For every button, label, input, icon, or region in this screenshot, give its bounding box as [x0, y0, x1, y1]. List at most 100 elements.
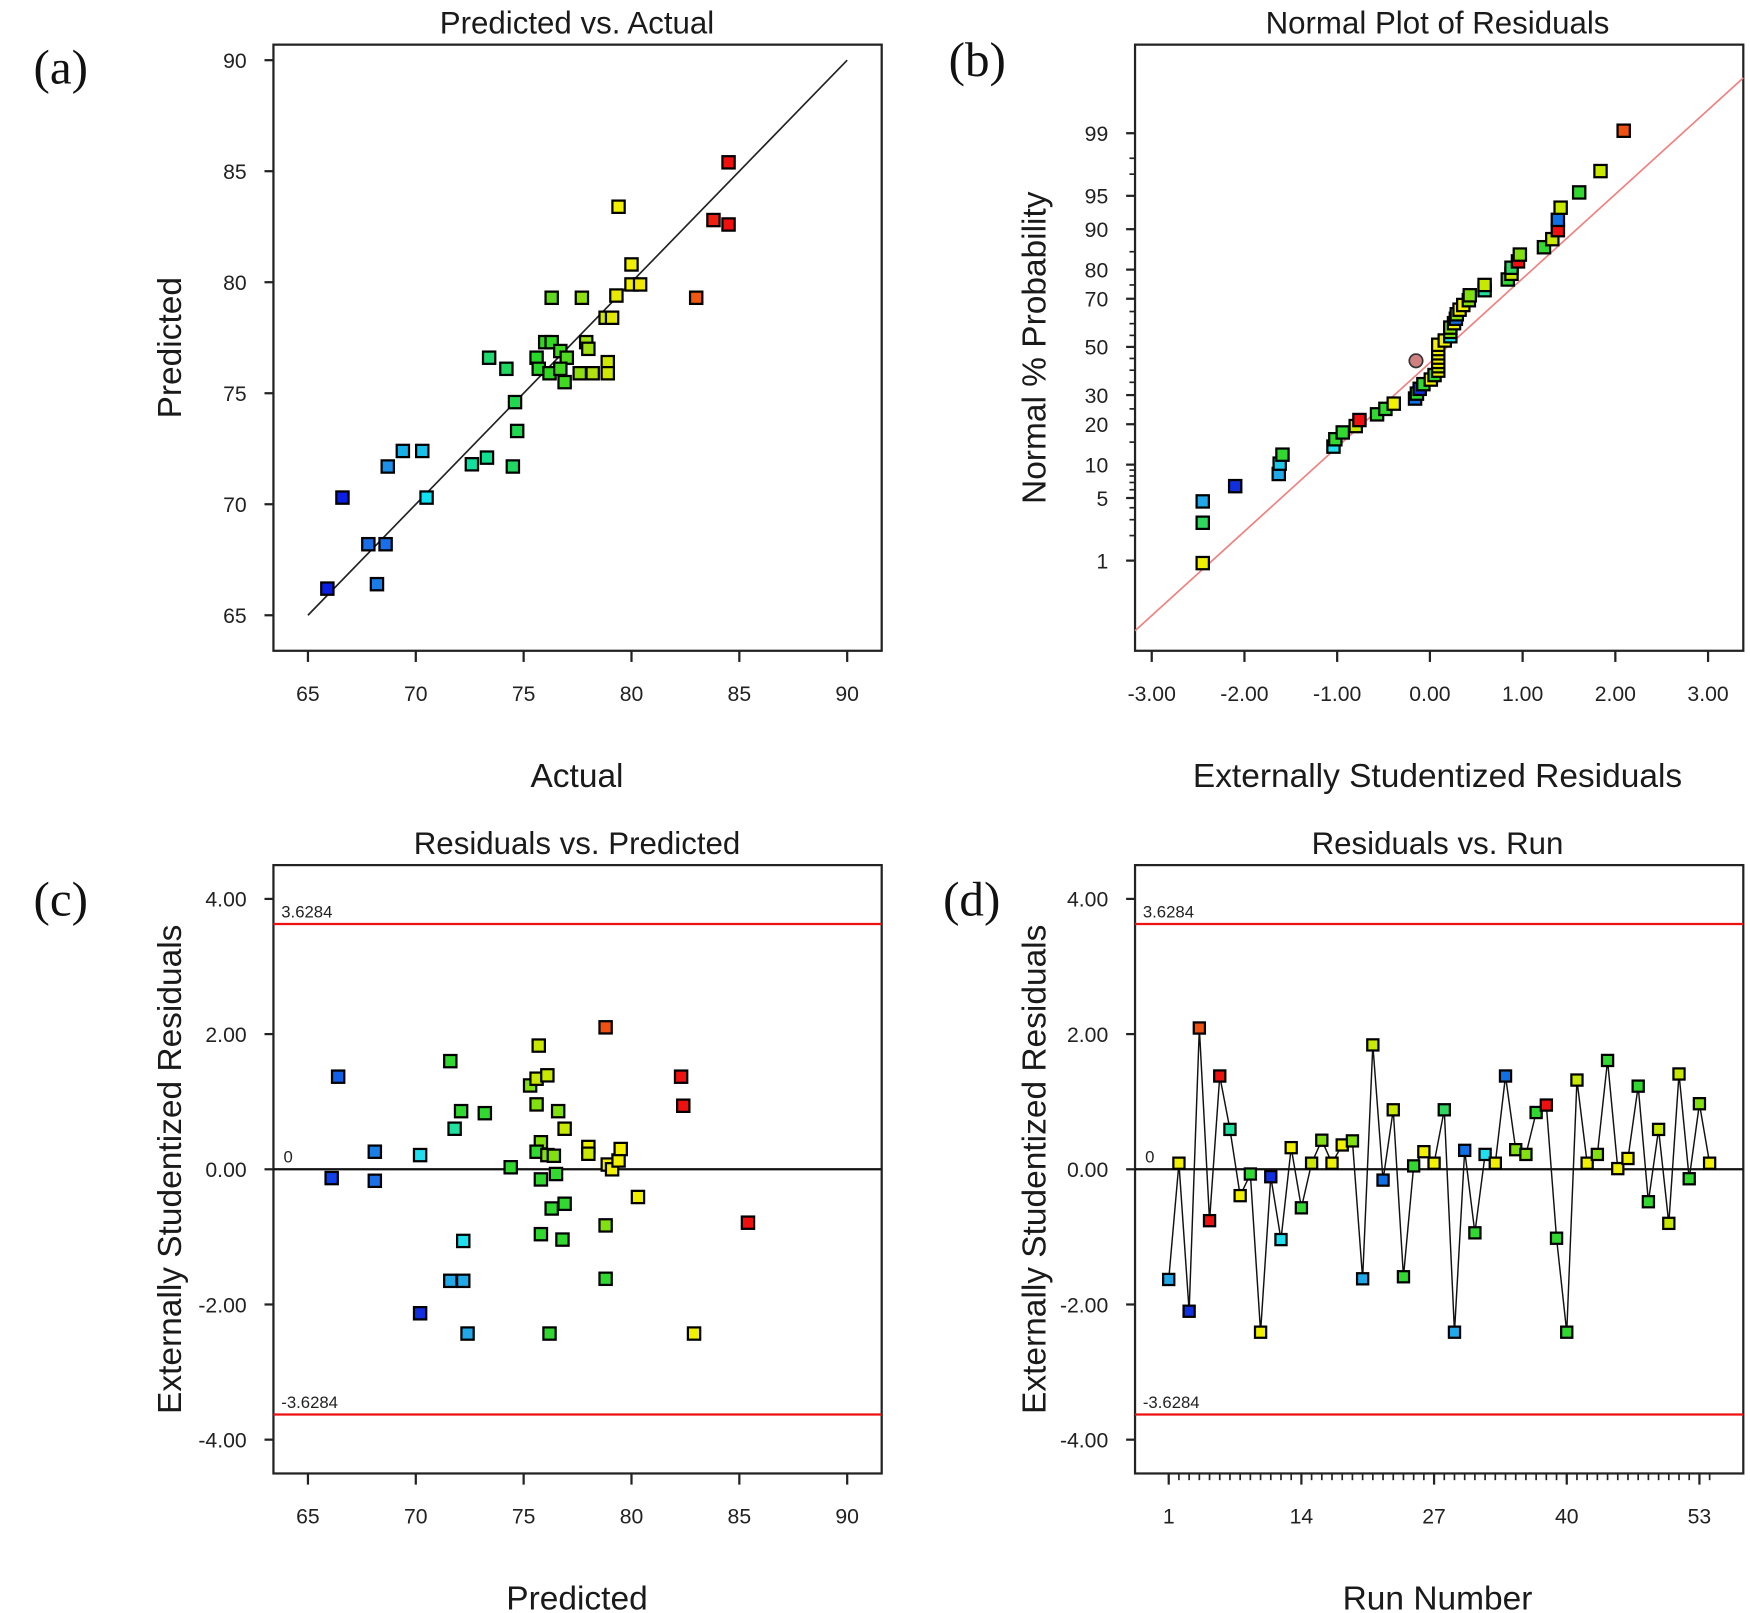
data-point: [1202, 1213, 1217, 1228]
data-point: [1580, 1156, 1594, 1170]
data-point: [1512, 247, 1528, 262]
x-tick-label: 53: [1688, 1506, 1712, 1529]
data-point: [706, 212, 721, 228]
data-point: [1417, 1145, 1431, 1159]
highlighted-point: [1408, 353, 1424, 369]
x-tick-label: 75: [512, 1506, 536, 1529]
chart-title: Residuals vs. Predicted: [414, 826, 741, 861]
data-point: [503, 1160, 518, 1175]
lower-limit-label: -3.6284: [1143, 1393, 1200, 1412]
data-point: [548, 1166, 564, 1182]
y-tick-label: -2.00: [198, 1294, 246, 1317]
y-tick-label: 85: [223, 161, 247, 184]
data-point: [1427, 1156, 1441, 1170]
y-tick-label: 1: [1096, 550, 1108, 573]
x-tick-label: 90: [835, 683, 859, 706]
data-point: [1570, 1073, 1584, 1087]
data-point: [550, 1103, 566, 1119]
y-tick-label: 95: [1085, 186, 1109, 209]
data-point: [604, 310, 620, 325]
data-point: [1641, 1195, 1656, 1209]
data-point: [1182, 1304, 1196, 1318]
panel-label: (d): [943, 871, 1000, 926]
data-point: [367, 1173, 383, 1189]
data-point: [1468, 1226, 1482, 1240]
y-tick-label: 80: [223, 272, 247, 295]
data-point: [585, 365, 600, 381]
data-point: [1253, 1325, 1268, 1339]
data-point: [1437, 1103, 1451, 1117]
y-tick-label: -4.00: [198, 1429, 246, 1452]
data-point: [320, 581, 335, 596]
data-point: [686, 1326, 702, 1341]
panel-a: (a) Predicted vs. Actual Actual Predicted 65…: [33, 5, 883, 795]
data-point: [553, 361, 568, 377]
data-point: [395, 443, 411, 459]
y-axis-label: Normal % Probability: [1017, 191, 1054, 504]
x-tick-label: 70: [404, 683, 428, 706]
data-point: [369, 576, 385, 592]
x-tick-label: 1.00: [1502, 683, 1543, 706]
zero-label: 0: [1145, 1148, 1154, 1167]
data-point: [609, 288, 624, 303]
data-point: [1264, 1170, 1278, 1184]
data-point: [361, 536, 376, 552]
data-point: [412, 1147, 428, 1163]
data-point: [1325, 1156, 1339, 1170]
data-point: [447, 1121, 462, 1136]
data-point: [557, 1121, 572, 1136]
data-point: [505, 459, 521, 474]
upper-limit-label: 3.6284: [1143, 902, 1194, 921]
data-point: [544, 290, 559, 306]
y-tick-label: 30: [1085, 385, 1109, 408]
data-point: [1294, 1201, 1309, 1215]
data-point: [546, 1148, 562, 1164]
data-point: [324, 1170, 339, 1186]
data-point: [613, 1141, 628, 1157]
data-point: [1621, 1151, 1635, 1166]
y-tick-label: 2.00: [1067, 1024, 1108, 1047]
data-point: [499, 361, 514, 377]
plot-area: [272, 43, 883, 652]
data-point: [1651, 1122, 1666, 1137]
data-point: [1571, 185, 1587, 200]
panel-d: (d) Residuals vs. Run Run Number Externally…: [943, 826, 1745, 1613]
data-point: [335, 490, 350, 505]
data-point: [673, 1069, 689, 1084]
data-point: [1213, 1069, 1227, 1083]
data-point: [1593, 163, 1608, 179]
y-tick-label: 99: [1085, 123, 1109, 146]
data-point: [1457, 1143, 1472, 1158]
y-tick-label: 75: [223, 383, 247, 406]
y-tick-label: 20: [1085, 414, 1109, 437]
data-point: [542, 1326, 557, 1341]
data-point: [1233, 1188, 1247, 1203]
data-point: [1275, 447, 1290, 462]
y-tick-label: 65: [223, 605, 247, 628]
x-tick-label: 85: [728, 683, 752, 706]
chart-title: Residuals vs. Run: [1312, 826, 1564, 861]
data-point: [1478, 1147, 1492, 1162]
data-point: [1315, 1133, 1329, 1147]
x-axis-label: Externally Studentized Residuals: [1193, 758, 1682, 795]
x-tick-label: 75: [512, 683, 536, 706]
y-axis-label: Externally Studentized Residuals: [1017, 925, 1054, 1414]
data-point: [630, 1189, 646, 1205]
data-point: [555, 1232, 570, 1247]
data-point: [740, 1215, 756, 1230]
data-point: [1386, 1103, 1400, 1117]
data-point: [533, 1226, 549, 1242]
data-point: [1162, 1272, 1176, 1287]
panel-label: (a): [33, 40, 88, 95]
y-tick-label: 2.00: [205, 1024, 246, 1047]
data-point: [1616, 123, 1631, 138]
data-point: [1355, 1272, 1370, 1286]
data-point: [1702, 1156, 1717, 1170]
data-point: [1284, 1140, 1298, 1155]
data-point: [443, 1053, 458, 1069]
data-point: [721, 217, 736, 232]
x-tick-label: 85: [728, 1506, 752, 1529]
data-point: [1692, 1097, 1707, 1111]
data-point: [419, 490, 434, 505]
y-tick-label: 4.00: [1067, 889, 1108, 912]
